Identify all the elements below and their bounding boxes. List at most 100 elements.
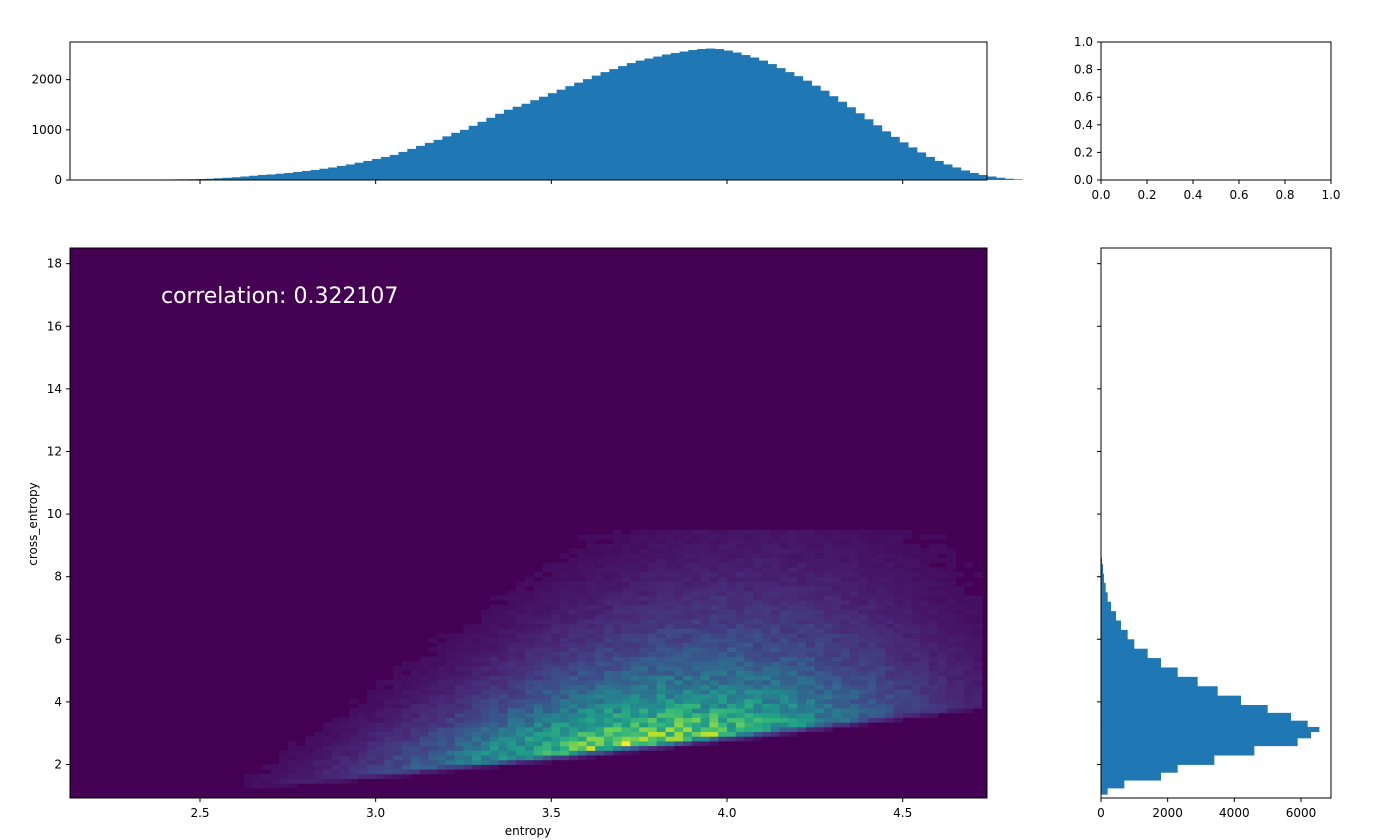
- heatmap-cell: [735, 548, 745, 554]
- heatmap-cell: [788, 543, 798, 549]
- heatmap-cell: [885, 576, 895, 582]
- heatmap-cell: [727, 576, 737, 582]
- heatmap-cell: [770, 562, 781, 568]
- heatmap-cell: [516, 628, 526, 634]
- heatmap-cell: [911, 628, 921, 634]
- heatmap-cell: [806, 539, 816, 545]
- heatmap-cell: [876, 665, 886, 671]
- heatmap-cell: [753, 656, 763, 662]
- heatmap-cell: [331, 759, 341, 765]
- heatmap-cell: [472, 703, 482, 709]
- heatmap-cell: [533, 708, 543, 714]
- heatmap-cell: [832, 586, 842, 592]
- heatmap-cell: [946, 586, 956, 592]
- heatmap-cell: [586, 661, 596, 667]
- heatmap-cell: [964, 675, 974, 681]
- heatmap-cell: [577, 553, 587, 559]
- heatmap-cell: [261, 778, 271, 784]
- heatmap-cell: [920, 712, 930, 718]
- heatmap-cell: [797, 679, 807, 686]
- heatmap-cell: [375, 689, 385, 695]
- heatmap-cell: [551, 614, 561, 620]
- right-histogram-bar: [1101, 755, 1215, 765]
- heatmap-cell: [823, 586, 833, 592]
- heatmap-cell: [770, 637, 781, 643]
- heatmap-cell: [709, 722, 719, 728]
- heatmap-cell: [955, 600, 965, 606]
- heatmap-cell: [604, 731, 614, 737]
- heatmap-cell: [876, 600, 886, 606]
- heatmap-cell: [762, 539, 772, 545]
- heatmap-cell: [577, 534, 587, 540]
- heatmap-cell: [709, 571, 719, 578]
- heatmap-cell: [823, 726, 833, 733]
- heatmap-cell: [858, 708, 868, 714]
- heatmap-cell: [656, 562, 666, 568]
- heatmap-cell: [718, 684, 728, 690]
- top-histogram-bar: [749, 57, 760, 180]
- heatmap-cell: [929, 595, 939, 601]
- heatmap-cell: [691, 661, 702, 667]
- heatmap-cell: [358, 741, 368, 747]
- heatmap-cell: [788, 717, 798, 723]
- heatmap-cell: [366, 712, 377, 718]
- heatmap-cell: [718, 679, 728, 686]
- heatmap-cell: [885, 618, 895, 625]
- heatmap-cell: [762, 708, 772, 714]
- heatmap-cell: [762, 712, 772, 718]
- heatmap-cell: [358, 722, 368, 728]
- heatmap-cell: [744, 557, 754, 563]
- heatmap-cell: [709, 675, 719, 681]
- heatmap-cell: [428, 670, 438, 676]
- heatmap-cell: [876, 586, 886, 592]
- heatmap-cell: [753, 651, 763, 657]
- heatmap-cell: [849, 586, 860, 592]
- heatmap-cell: [586, 675, 596, 681]
- heatmap-cell: [876, 623, 886, 629]
- heatmap-cell: [806, 712, 816, 718]
- heatmap-cell: [735, 633, 745, 639]
- heatmap-cell: [744, 600, 754, 606]
- heatmap-cell: [946, 670, 956, 676]
- heatmap-cell: [727, 567, 737, 573]
- heatmap-cell: [955, 604, 965, 610]
- heatmap-cell: [929, 675, 939, 681]
- heatmap-cell: [727, 647, 737, 653]
- heatmap-cell: [533, 604, 543, 610]
- main-y-tick-label: 4: [54, 695, 62, 709]
- heatmap-cell: [481, 741, 491, 747]
- heatmap-cell: [524, 675, 535, 681]
- heatmap-cell: [586, 679, 596, 686]
- top-histogram-bar: [758, 60, 769, 180]
- heatmap-cell: [322, 731, 333, 737]
- heatmap-cell: [893, 539, 904, 545]
- heatmap-cell: [885, 590, 895, 596]
- heatmap-cell: [612, 576, 623, 582]
- heatmap-cell: [797, 703, 807, 709]
- heatmap-cell: [568, 557, 579, 563]
- heatmap-cell: [428, 736, 438, 742]
- heatmap-cell: [639, 703, 649, 709]
- heatmap-cell: [674, 562, 684, 568]
- heatmap-cell: [753, 665, 763, 671]
- heatmap-cell: [858, 609, 868, 615]
- heatmap-cell: [595, 548, 605, 554]
- heatmap-cell: [314, 769, 324, 775]
- heatmap-cell: [683, 651, 693, 657]
- heatmap-cell: [867, 567, 877, 573]
- heatmap-cell: [718, 539, 728, 545]
- heatmap-cell: [744, 534, 754, 540]
- heatmap-cell: [542, 698, 552, 704]
- heatmap-cell: [454, 694, 464, 700]
- heatmap-cell: [524, 755, 535, 761]
- heatmap-cell: [937, 548, 947, 554]
- heatmap-cell: [489, 689, 500, 695]
- heatmap-cell: [753, 731, 763, 737]
- heatmap-cell: [551, 670, 561, 676]
- heatmap-cell: [797, 633, 807, 639]
- heatmap-cell: [937, 698, 947, 704]
- heatmap-cell: [647, 741, 658, 747]
- heatmap-cell: [841, 576, 851, 582]
- heatmap-cell: [911, 679, 921, 686]
- top-histogram-bar: [459, 129, 470, 180]
